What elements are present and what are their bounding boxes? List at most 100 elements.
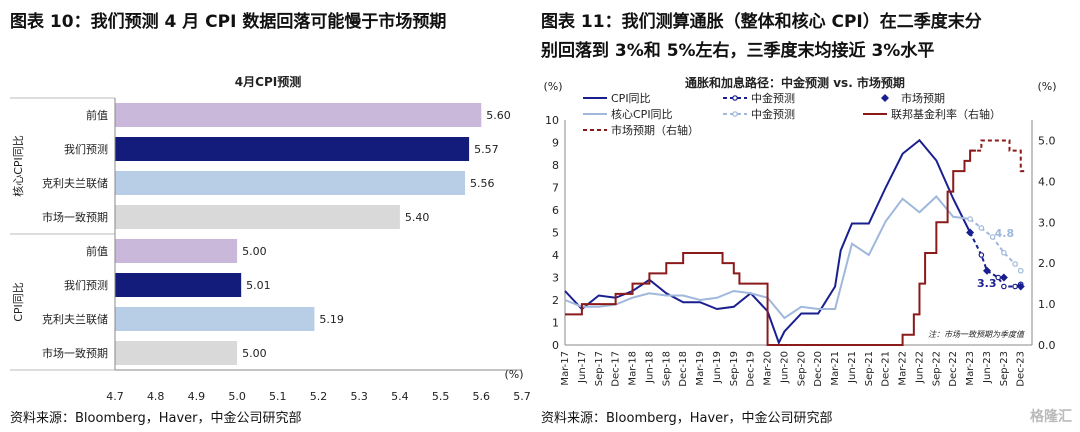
left-y-tick-label: 8	[552, 159, 559, 172]
bar-value-label: 5.40	[405, 211, 430, 224]
bar-value-label: 5.56	[470, 177, 495, 190]
bar-group-label: CPI同比	[12, 282, 25, 322]
legend-label: 联邦基金利率（右轴）	[891, 107, 1001, 121]
legend-label: 核心CPI同比	[611, 107, 673, 121]
bar-x-tick-label: 5.0	[228, 390, 246, 400]
right-y-tick-label: 2.0	[1038, 257, 1056, 270]
x-tick-label: Mar-17	[560, 351, 571, 386]
forecast-point-marker	[978, 225, 985, 231]
right-y-tick-label: 3.0	[1038, 216, 1056, 229]
left-y-tick-label: 4	[552, 249, 559, 262]
bar	[115, 103, 482, 127]
bar	[115, 239, 238, 263]
bar-value-label: 5.01	[246, 279, 270, 292]
data-annotation: 4.8	[995, 227, 1015, 240]
bar	[115, 341, 238, 365]
x-tick-label: Dec-17	[611, 351, 622, 387]
right-source-note: 资料来源：Bloomberg，Haver，中金公司研究部	[541, 411, 833, 426]
bar-category-label: 市场一致预期	[42, 346, 108, 360]
right-y-tick-label: 5.0	[1038, 134, 1056, 147]
left-axis-unit: (%)	[543, 80, 562, 93]
forecast-point-marker	[967, 216, 973, 222]
x-tick-label: Mar-19	[695, 351, 706, 386]
legend-label: 中金预测	[751, 107, 795, 121]
x-tick-label: Dec-18	[678, 351, 689, 387]
x-tick-label: Dec-19	[746, 351, 757, 387]
series-line	[565, 149, 977, 346]
market-forecast-marker	[999, 273, 1008, 282]
bar-x-tick-label: 5.5	[432, 390, 450, 400]
bar-x-tick-label: 5.6	[473, 390, 491, 400]
forecast-point-marker	[1012, 261, 1018, 267]
forecast-point-marker	[995, 274, 1002, 281]
x-tick-label: Sep-20	[796, 351, 807, 386]
bar-group-label: 核心CPI同比	[11, 135, 25, 197]
bar-x-tick-label: 5.7	[513, 390, 531, 400]
bar-category-label: 克利夫兰联储	[42, 312, 108, 326]
left-y-tick-label: 1	[552, 317, 559, 330]
legend-swatch-marker	[732, 95, 738, 101]
right-figure-title-line1: 图表 11：我们测算通胀（整体和核心 CPI）在二季度末分	[541, 12, 982, 32]
bar-x-tick-label: 5.2	[310, 390, 328, 400]
left-y-tick-label: 9	[552, 137, 559, 150]
bar-value-label: 5.19	[319, 313, 344, 326]
bar-x-tick-label: 5.4	[391, 390, 409, 400]
left-y-tick-label: 5	[552, 227, 559, 240]
x-tick-label: Mar-22	[898, 351, 909, 386]
x-tick-label: Dec-21	[881, 351, 892, 387]
legend-label: 市场预期（右轴）	[611, 123, 699, 137]
bar-value-label: 5.60	[486, 109, 511, 122]
forecast-point-marker	[1017, 267, 1024, 274]
x-tick-label: Sep-17	[594, 351, 605, 386]
right-figure-title-line2: 别回落到 3%和 5%左右，三季度末均接近 3%水平	[541, 41, 935, 61]
legend-swatch-marker	[732, 111, 738, 117]
forecast-point-marker	[989, 234, 996, 240]
x-tick-label: Sep-22	[931, 351, 942, 386]
x-tick-label: Dec-22	[948, 351, 959, 387]
right-axis-unit: (%)	[1037, 80, 1056, 93]
x-tick-label: Sep-21	[864, 351, 875, 386]
data-annotation: 3.3	[977, 277, 997, 290]
legend-swatch	[881, 94, 889, 102]
forecast-point-marker	[978, 252, 985, 258]
bar-x-unit-label: (%)	[504, 368, 523, 381]
bar-x-tick-label: 5.1	[269, 390, 287, 400]
bar-chart-title: 4月CPI预测	[235, 74, 301, 89]
bar-value-label: 5.00	[242, 347, 267, 360]
x-tick-label: Dec-23	[1016, 351, 1027, 387]
bar-category-label: 我们预测	[64, 278, 108, 292]
bar-category-label: 我们预测	[64, 142, 108, 156]
series-line	[564, 138, 972, 346]
market-forecast-marker	[1016, 282, 1025, 291]
forecast-point-marker	[1012, 283, 1018, 290]
bar-category-label: 前值	[86, 244, 108, 258]
bar	[115, 205, 400, 229]
left-y-tick-label: 0	[552, 339, 559, 352]
x-tick-label: Mar-18	[628, 351, 639, 386]
bar-category-label: 克利夫兰联储	[42, 176, 108, 190]
bar-value-label: 5.57	[474, 143, 499, 156]
x-tick-label: Sep-23	[999, 351, 1010, 386]
market-forecast-marker	[982, 266, 991, 275]
x-tick-label: Sep-19	[729, 351, 740, 386]
chart-note: 注：市场一致预期为季度值	[928, 330, 1025, 339]
left-y-tick-label: 6	[552, 204, 559, 217]
right-y-tick-label: 1.0	[1038, 298, 1056, 311]
inflation-path-line-chart: 通胀和加息路径：中金预测 vs. 市场预期 (%) (%) 0 1 2 3 4 5 6 7 8 9 10 0…	[543, 75, 1056, 387]
x-tick-label: Jun-23	[982, 351, 993, 384]
legend-label: CPI同比	[611, 92, 651, 105]
x-tick-label: Mar-20	[763, 351, 774, 386]
watermark-logo: 格隆汇	[1030, 409, 1072, 425]
left-y-tick-label: 10	[545, 114, 559, 127]
bar-value-label: 5.00	[242, 245, 267, 258]
x-tick-label: Dec-20	[813, 351, 824, 387]
left-source-note: 资料来源：Bloomberg，Haver，中金公司研究部	[10, 411, 302, 426]
forecast-point-marker	[1001, 283, 1007, 290]
bar-category-label: 市场一致预期	[42, 210, 108, 224]
bar-x-tick-label: 4.8	[147, 390, 165, 400]
bar	[115, 307, 315, 331]
bar-x-tick-label: 5.3	[350, 390, 368, 400]
forecast-point-marker	[1001, 249, 1007, 256]
bar-category-label: 前值	[86, 108, 108, 122]
